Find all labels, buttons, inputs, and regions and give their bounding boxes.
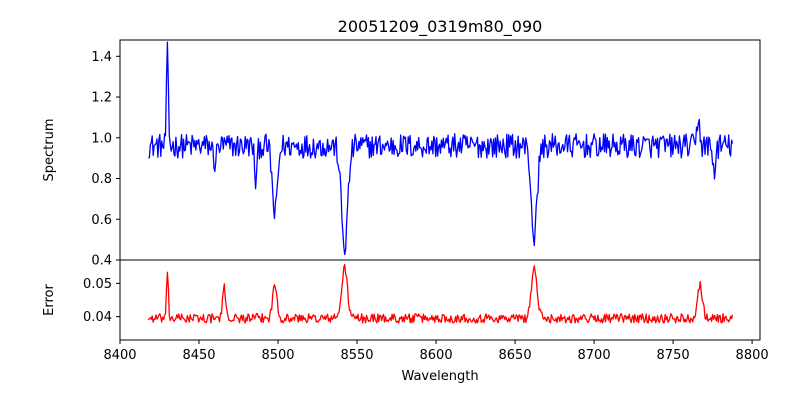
- x-tick-label: 8550: [340, 348, 373, 363]
- x-tick-label: 8700: [578, 348, 611, 363]
- x-tick-label: 8650: [499, 348, 532, 363]
- spectrum-y-axis: 0.4 0.6 0.8 1.0 1.2 1.4: [91, 50, 120, 269]
- y-tick-label: 1.0: [91, 131, 112, 146]
- wavelength-x-axis: 8400 8450 8500 8550 8600 8650 8700 8750 8800: [103, 340, 769, 363]
- y-tick-label: 1.2: [91, 91, 112, 106]
- x-tick-label: 8400: [103, 348, 136, 363]
- spectrum-series-group: [148, 41, 734, 256]
- y-tick-label: 0.04: [83, 310, 112, 325]
- error-plot-frame: [119, 259, 761, 341]
- y-tick-label: 0.8: [91, 172, 112, 187]
- x-tick-label: 8750: [657, 348, 690, 363]
- x-tick-label: 8500: [261, 348, 294, 363]
- y-tick-label: 0.4: [91, 254, 112, 269]
- spectrum-y-axis-label: Spectrum: [42, 119, 57, 182]
- error-y-axis: 0.04 0.05: [83, 277, 120, 325]
- error-line: [147, 263, 734, 324]
- figure-title: 20051209_0319m80_090: [338, 17, 543, 37]
- y-tick-label: 1.4: [91, 50, 112, 65]
- y-tick-label: 0.05: [83, 277, 112, 292]
- x-axis-label: Wavelength: [401, 369, 478, 384]
- x-tick-label: 8600: [420, 348, 453, 363]
- error-series-group: [147, 263, 734, 324]
- error-y-axis-label: Error: [42, 284, 57, 316]
- spectrum-line: [148, 41, 734, 256]
- y-tick-label: 0.6: [91, 213, 112, 228]
- x-tick-label: 8800: [736, 348, 769, 363]
- spectrum-panel: 0.4 0.6 0.8 1.0 1.2 1.4 Spectrum: [42, 39, 761, 269]
- x-tick-label: 8450: [182, 348, 215, 363]
- error-panel: 0.04 0.05 8400 8450 8500 8550 8600 8650 8700 875…: [42, 259, 769, 384]
